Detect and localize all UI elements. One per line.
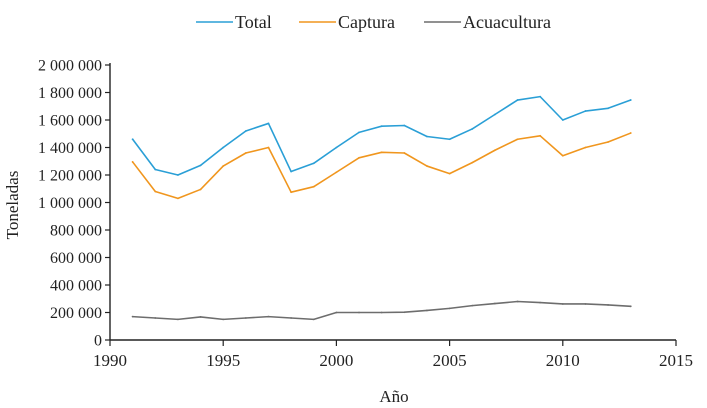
data-point-total xyxy=(471,128,474,130)
data-point-captura xyxy=(267,146,270,149)
data-point-acuacultura xyxy=(561,303,564,305)
legend: Total Captura Acuacultura xyxy=(196,12,551,32)
data-point-total xyxy=(335,146,338,149)
data-point-acuacultura xyxy=(380,311,383,314)
data-point-captura xyxy=(493,149,496,152)
data-point-total xyxy=(448,138,451,141)
data-point-acuacultura xyxy=(199,316,202,318)
data-point-acuacultura xyxy=(335,311,338,314)
series-line-acuacultura xyxy=(131,300,632,321)
data-point-captura xyxy=(380,151,383,154)
y-tick-label: 1 600 000 xyxy=(38,113,102,130)
data-point-captura xyxy=(539,134,542,137)
data-point-total xyxy=(222,146,225,149)
data-point-acuacultura xyxy=(471,304,474,307)
data-point-total xyxy=(403,124,406,127)
data-point-acuacultura xyxy=(403,311,406,314)
data-point-total xyxy=(539,95,542,98)
data-point-acuacultura xyxy=(244,317,247,319)
data-point-captura xyxy=(629,132,632,134)
data-point-captura xyxy=(290,191,293,194)
y-tick-label: 800 000 xyxy=(50,223,102,240)
data-point-acuacultura xyxy=(584,303,587,305)
y-tick-label: 1 200 000 xyxy=(38,168,102,185)
x-tick-label: 1990 xyxy=(93,351,127,370)
data-point-total xyxy=(584,110,587,112)
data-point-total xyxy=(177,174,179,176)
y-tick-label: 200 000 xyxy=(50,305,102,322)
data-point-acuacultura xyxy=(222,318,225,321)
legend-label-acuacultura: Acuacultura xyxy=(463,12,551,32)
x-tick-label: 2015 xyxy=(659,351,693,370)
data-point-total xyxy=(561,119,564,121)
data-point-total xyxy=(267,122,270,125)
x-axis-title: Año xyxy=(379,387,408,406)
data-point-captura xyxy=(448,172,451,175)
y-tick-label: 1 000 000 xyxy=(38,195,102,212)
data-point-captura xyxy=(471,161,474,164)
data-point-captura xyxy=(222,165,225,167)
y-tick-label: 2 000 000 xyxy=(38,58,102,75)
data-point-captura xyxy=(358,156,360,159)
legend-label-captura: Captura xyxy=(338,12,395,32)
data-point-acuacultura xyxy=(267,315,270,318)
data-point-acuacultura xyxy=(516,300,519,303)
data-point-captura xyxy=(131,161,134,163)
data-point-acuacultura xyxy=(358,311,360,314)
y-tick-label: 1 800 000 xyxy=(38,85,102,102)
data-point-captura xyxy=(561,154,564,157)
data-point-captura xyxy=(199,188,202,191)
data-point-total xyxy=(607,107,609,110)
data-point-captura xyxy=(607,141,609,143)
y-tick-label: 1 400 000 xyxy=(38,140,102,157)
data-point-acuacultura xyxy=(131,315,134,318)
y-tick-label: 400 000 xyxy=(50,278,102,295)
data-point-total xyxy=(358,131,360,134)
data-point-acuacultura xyxy=(493,302,496,305)
x-tick-label: 1995 xyxy=(206,351,240,370)
data-point-total xyxy=(493,113,496,116)
y-tick-label: 0 xyxy=(94,333,102,350)
data-point-captura xyxy=(154,190,157,193)
data-point-total xyxy=(131,138,134,141)
data-point-total xyxy=(629,99,632,101)
axes: 0 200 000 400 000 600 000 800 000 1 000 000 1 … xyxy=(38,58,693,371)
data-point-total xyxy=(426,135,428,138)
data-point-captura xyxy=(584,146,587,149)
legend-label-total: Total xyxy=(235,12,272,32)
data-point-total xyxy=(312,162,315,165)
x-tick-label: 2010 xyxy=(546,351,580,370)
series-line-captura xyxy=(131,132,632,200)
y-tick-label: 600 000 xyxy=(50,250,102,267)
data-point-acuacultura xyxy=(426,309,428,312)
series-line-total xyxy=(131,95,632,176)
data-point-total xyxy=(244,130,247,132)
data-point-acuacultura xyxy=(177,318,179,321)
data-point-acuacultura xyxy=(290,317,293,319)
y-axis-title: Toneladas xyxy=(3,171,22,240)
data-point-captura xyxy=(403,152,406,154)
x-tick-label: 2000 xyxy=(319,351,353,370)
data-point-captura xyxy=(426,165,428,167)
data-point-acuacultura xyxy=(312,318,315,321)
data-point-total xyxy=(516,99,519,101)
x-tick-label: 2005 xyxy=(433,351,467,370)
data-point-total xyxy=(199,164,202,167)
data-point-captura xyxy=(244,152,247,154)
data-point-captura xyxy=(177,197,179,200)
data-point-total xyxy=(290,170,293,173)
data-point-captura xyxy=(312,185,315,188)
data-point-captura xyxy=(516,138,519,141)
data-point-acuacultura xyxy=(539,301,542,304)
data-point-captura xyxy=(335,171,338,174)
data-point-acuacultura xyxy=(448,307,451,310)
series-layer xyxy=(131,95,632,321)
data-point-total xyxy=(154,168,157,171)
data-point-acuacultura xyxy=(629,305,632,308)
data-point-total xyxy=(380,125,383,128)
data-point-acuacultura xyxy=(607,304,609,306)
data-point-acuacultura xyxy=(154,317,157,319)
